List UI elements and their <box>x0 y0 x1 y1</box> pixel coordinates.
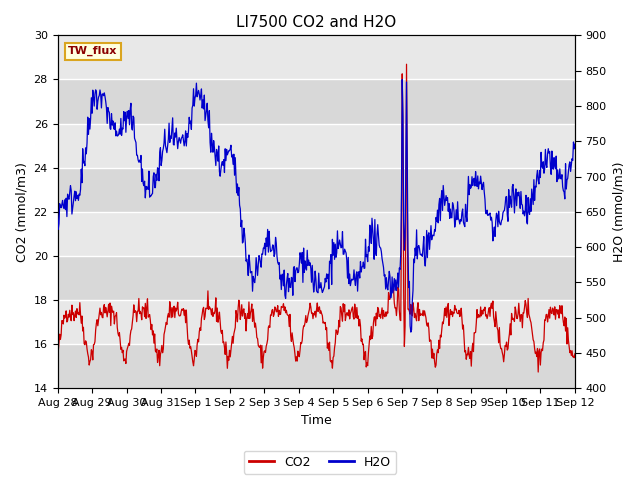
Bar <box>58 36 575 80</box>
Legend: CO2, H2O: CO2, H2O <box>244 451 396 474</box>
Title: LI7500 CO2 and H2O: LI7500 CO2 and H2O <box>236 15 396 30</box>
Text: TW_flux: TW_flux <box>68 46 117 56</box>
Bar <box>58 300 575 344</box>
Bar <box>58 123 575 168</box>
X-axis label: Time: Time <box>301 414 332 427</box>
Bar <box>58 344 575 388</box>
Bar <box>58 168 575 212</box>
Bar <box>58 256 575 300</box>
Y-axis label: CO2 (mmol/m3): CO2 (mmol/m3) <box>15 162 28 262</box>
Y-axis label: H2O (mmol/m3): H2O (mmol/m3) <box>612 162 625 262</box>
Bar <box>58 80 575 123</box>
Bar <box>58 212 575 256</box>
